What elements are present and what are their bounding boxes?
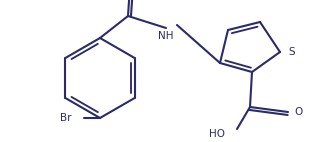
Text: Br: Br — [61, 113, 72, 123]
Text: O: O — [294, 107, 302, 117]
Text: NH: NH — [158, 31, 174, 41]
Text: S: S — [288, 47, 295, 57]
Text: HO: HO — [209, 129, 225, 139]
